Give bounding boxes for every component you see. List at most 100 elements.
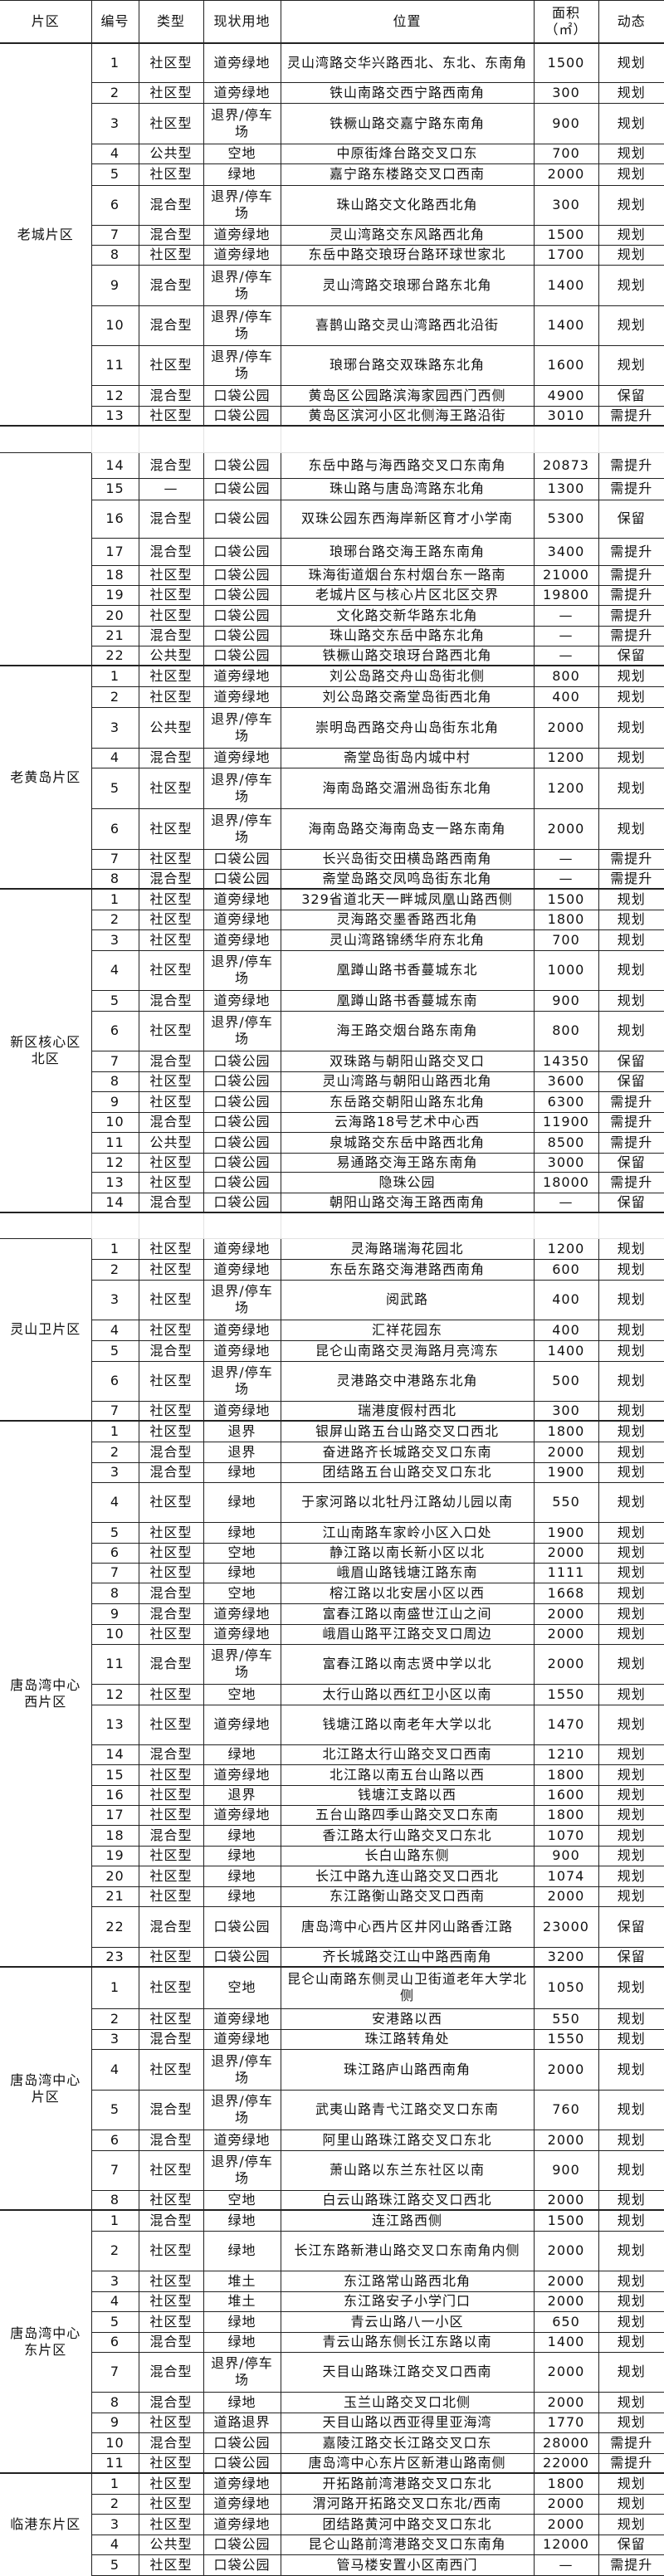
table-row: 18 社区型 口袋公园 珠海街道烟台东村烟台东一路南 21000 需提升	[0, 564, 664, 586]
cell-status: 需提升	[598, 584, 664, 606]
cell-area: 1111	[533, 1562, 599, 1583]
cell-type: —	[138, 477, 204, 500]
cell-location: 易通路交海王路东南角	[280, 1152, 535, 1173]
cell-no: 3	[90, 929, 139, 951]
header-type: 类型	[138, 0, 204, 44]
cell-type: 混合型	[138, 1339, 204, 1362]
table-row: 7 社区型 道旁绿地 瑞港度假村西北 300 规划	[0, 1400, 664, 1422]
cell-location: 长兴岛街交田横岛路西南角	[280, 848, 535, 870]
cell-land: 口袋公园	[203, 384, 281, 407]
cell-type: 社区型	[138, 1360, 204, 1402]
table-row: 3 社区型 道旁绿地 团结路黄河中路交叉口东北 2000 规划	[0, 2513, 664, 2535]
district-label: 唐岛湾中心 西片区	[0, 1420, 92, 1967]
cell-land: 口袋公园	[203, 2554, 281, 2576]
cell-status: 规划	[598, 1966, 664, 2009]
cell-status: 规划	[598, 2008, 664, 2030]
cell-area: 1800	[533, 1764, 599, 1786]
table-row: 5 社区型 口袋公园 管马楼安置小区南西门 — 需提升	[0, 2554, 664, 2576]
cell-area: 400	[533, 1319, 599, 1341]
cell-area: 12000	[533, 2534, 599, 2555]
cell-type: 混合型	[138, 1050, 204, 1072]
cell-status: 规划	[598, 305, 664, 346]
cell-location: 北江路以南五台山路以西	[280, 1764, 535, 1786]
cell-type: 社区型	[138, 1279, 204, 1320]
cell-location: 长白山路东侧	[280, 1845, 535, 1866]
table-row: 5 社区型 绿地 嘉宁路东楼路交叉口西南 2000 规划	[0, 163, 664, 186]
table-row: 2 社区型 道旁绿地 铁山南路交西宁路西南角 300 规划	[0, 81, 664, 104]
cell-area: —	[533, 2554, 599, 2576]
cell-area: 3600	[533, 1071, 599, 1092]
cell-status: 规划	[598, 1461, 664, 1483]
cell-location: 东江路衡山路交叉口西南	[280, 1886, 535, 1907]
cell-status: 规划	[598, 42, 664, 83]
cell-no: 1	[90, 1966, 139, 2009]
cell-status: 规划	[598, 344, 664, 386]
cell-type: 社区型	[138, 1319, 204, 1341]
cell-land: 道旁绿地	[203, 1704, 281, 1745]
cell-area: 1600	[533, 1784, 599, 1806]
cell-no: 15	[90, 477, 139, 500]
cell-location: 黄岛区公园路滨海家园西门西侧	[280, 384, 535, 407]
table-row: 临港东片区 1 社区型 道旁绿地 开拓路前湾港路交叉口东北 1800 规划	[0, 2472, 664, 2575]
cell-status: 规划	[598, 2089, 664, 2130]
table-row: 6 社区型 退界/停车场 灵港路交中港路东北角 500 规划	[0, 1360, 664, 1402]
district-label: 新区核心区 北区	[0, 888, 92, 1212]
cell-type: 公共型	[138, 2534, 204, 2555]
cell-land: 道旁绿地	[203, 888, 281, 910]
cell-no: 13	[90, 405, 139, 427]
district-label: 临港东片区	[0, 2472, 92, 2575]
table-header-row: 片区 编号 类型 现状用地 位置 面积 （㎡） 动态	[0, 0, 664, 44]
cell-type: 社区型	[138, 1946, 204, 1968]
cell-no: 6	[90, 807, 139, 850]
cell-status: 规划	[598, 2209, 664, 2232]
cell-location: 东岳路交朝阳山路东北角	[280, 1090, 535, 1113]
cell-land: 口袋公园	[203, 2452, 281, 2474]
cell-status: 规划	[598, 2028, 664, 2050]
cell-land: 口袋公园	[203, 537, 281, 566]
cell-land: 空地	[203, 1683, 281, 1705]
cell-location: 朝阳山路交海王路西南角	[280, 1192, 535, 1213]
cell-location: 钱塘江路以南老年大学以北	[280, 1704, 535, 1745]
cell-area: 2000	[533, 2351, 599, 2393]
cell-area: 1200	[533, 1237, 599, 1260]
cell-location: 珠江路庐山路西南角	[280, 2048, 535, 2091]
cell-location: 玉兰山路交叉口北侧	[280, 2391, 535, 2413]
cell-land: 退界/停车场	[203, 1279, 281, 1320]
table-row: 6 社区型 退界/停车场 海王路交烟台路东南角 800 规划	[0, 1010, 664, 1051]
cell-type: 社区型	[138, 1886, 204, 1907]
cell-type: 社区型	[138, 1010, 204, 1051]
cell-status: 规划	[598, 2391, 664, 2413]
cell-no: 4	[90, 2534, 139, 2555]
cell-no: 4	[90, 2048, 139, 2091]
cell-type: 社区型	[138, 81, 204, 104]
cell-area: 14350	[533, 1050, 599, 1072]
cell-area: 2000	[533, 2391, 599, 2413]
cell-status: 规划	[598, 2412, 664, 2433]
cell-type: 社区型	[138, 1542, 204, 1564]
table-row: 6 混合型 退界/停车场 珠山路交文化路西北角 300 规划	[0, 184, 664, 226]
district-label: 老黄岛片区	[0, 665, 92, 889]
cell-location: 阅武路	[280, 1279, 535, 1320]
cell-location: 长江东路新港山路交叉口东南角内侧	[280, 2230, 535, 2271]
cell-type: 混合型	[138, 868, 204, 890]
table-row: 11 公共型 口袋公园 泉城路交东岳中路西北角 8500 需提升	[0, 1131, 664, 1154]
cell-location: 琅琊台路交双珠路东北角	[280, 344, 535, 386]
header-no: 编号	[90, 0, 139, 44]
cell-location: 唐岛湾中心东片区新港山路南侧	[280, 2452, 535, 2474]
cell-type: 社区型	[138, 1562, 204, 1583]
cell-land: 空地	[203, 143, 281, 164]
table-row: 14 混合型 绿地 北江路太行山路交叉口西南 1210 规划	[0, 1744, 664, 1765]
cell-type: 社区型	[138, 2472, 204, 2495]
cell-no: 5	[90, 163, 139, 186]
cell-no: 11	[90, 2452, 139, 2474]
cell-type: 混合型	[138, 2209, 204, 2232]
table-row: 12 社区型 空地 太行山路以西红卫小区以南 1550 规划	[0, 1683, 664, 1705]
cell-no: 2	[90, 81, 139, 104]
cell-type: 社区型	[138, 1152, 204, 1173]
cell-location: 海南岛路交湄洲岛街东北角	[280, 767, 535, 809]
table-row: 唐岛湾中心 西片区 1 社区型 退界 银屏山路五台山路交叉口西北 1800 规划	[0, 1420, 664, 1967]
table-row: 4 社区型 退界/停车场 珠江路庐山路西南角 2000 规划	[0, 2048, 664, 2091]
cell-land: 退界/停车场	[203, 1643, 281, 1685]
cell-land: 口袋公园	[203, 1905, 281, 1948]
cell-status: 规划	[598, 1804, 664, 1826]
